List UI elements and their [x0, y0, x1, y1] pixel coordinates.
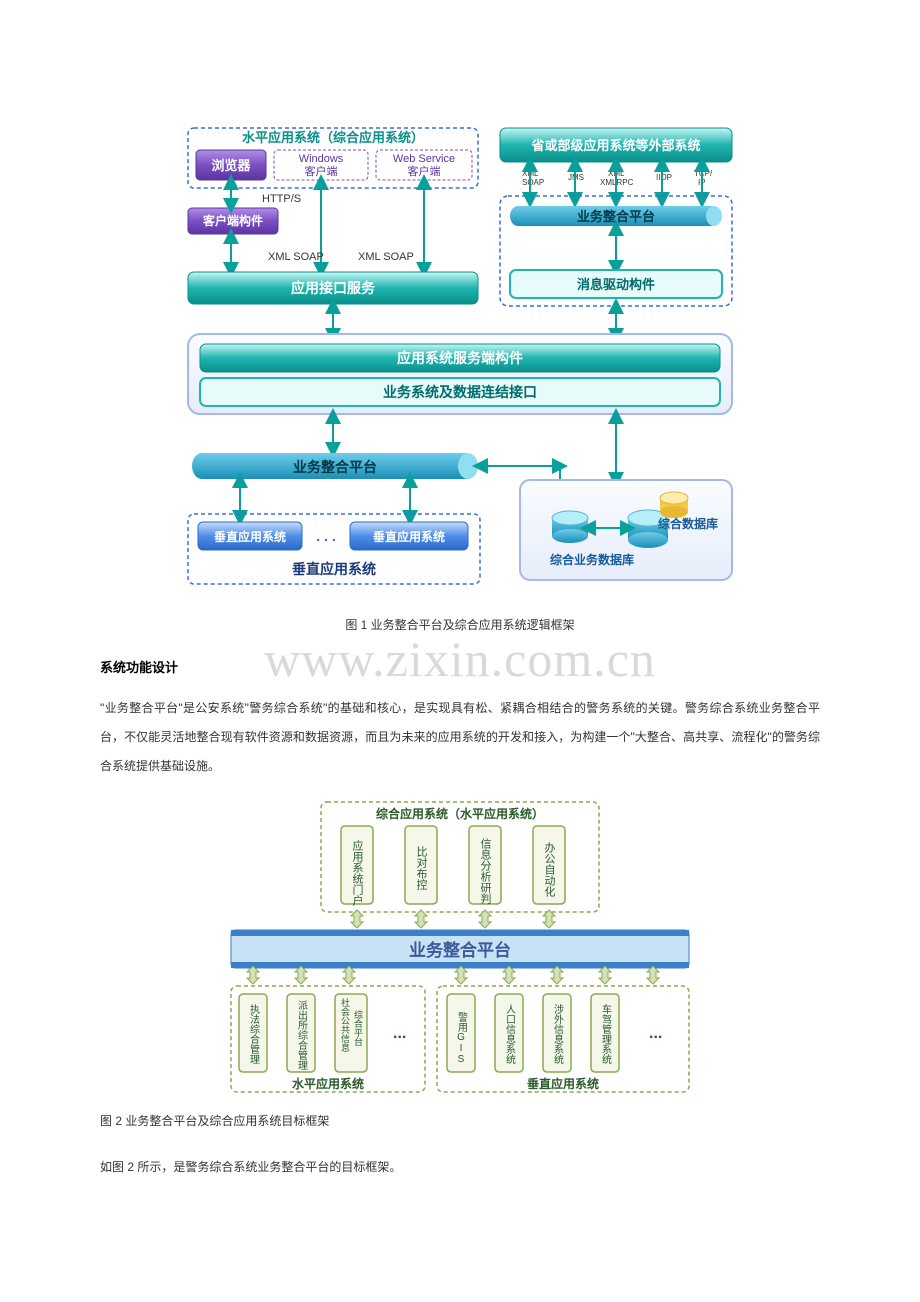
bl-group-label: 水平应用系统: [292, 1076, 364, 1091]
paragraph-2: 如图 2 所示，是警务综合系统业务整合平台的目标框架。: [100, 1153, 820, 1182]
vert-dots: . . .: [316, 528, 335, 544]
section-heading: 系统功能设计: [100, 657, 820, 676]
br-items: 警用GIS 人口信息系统 涉外信息系统 车驾管理系统 ...: [447, 994, 662, 1072]
http-label: HTTP/S: [262, 193, 301, 205]
svg-text:执法综合管理: 执法综合管理: [248, 1003, 260, 1064]
db2-label: 综合数据库: [658, 516, 718, 531]
xml-soap-1: XML SOAP: [268, 251, 324, 263]
ext-sys-label: 省或部级应用系统等外部系统: [530, 138, 700, 153]
svg-text:办公自动化: 办公自动化: [543, 842, 556, 898]
vert-group-label: 垂直应用系统: [292, 561, 376, 577]
vert-app1-label: 垂直应用系统: [214, 529, 286, 544]
svg-text:...: ...: [649, 1025, 662, 1042]
svg-text:业务整合平台: 业务整合平台: [577, 209, 655, 224]
app-interface-label: 应用接口服务: [291, 280, 376, 296]
web-client-l1: Web Service: [393, 153, 455, 165]
horiz-sys-title: 水平应用系统（综合应用系统）: [242, 130, 424, 145]
svg-text:派出所综合管理: 派出所综合管理: [296, 1000, 308, 1070]
platform-top-bar: [231, 930, 689, 936]
browser-label: 浏览器: [211, 158, 251, 173]
svg-text:应用系统门户: 应用系统门户: [351, 839, 364, 907]
xml-soap-2: XML SOAP: [358, 251, 414, 263]
figure-2-svg: 综合应用系统（水平应用系统） 应用系统门户 比对布控 信息分析研判 办公自动: [225, 798, 695, 1098]
figure-1: 水平应用系统（综合应用系统） 浏览器 Windows 客户端 Web Servi…: [180, 120, 740, 600]
bottom-arrows: [247, 966, 659, 984]
svg-text:SOAP: SOAP: [522, 178, 544, 187]
biz-platform-right: 业务整合平台: [510, 206, 722, 226]
protocols: XMLSOAP JMS XMLXMLRPC IIOP TCP/IP: [522, 169, 713, 187]
biz-platform-left: 业务整合平台: [192, 453, 478, 479]
win-client-l2: 客户端: [305, 164, 338, 178]
msg-comp-label: 消息驱动构件: [577, 277, 655, 292]
db1-label: 综合业务数据库: [550, 552, 634, 567]
proto-arrows: [530, 164, 702, 200]
svg-text:信息分析研判: 信息分析研判: [479, 838, 492, 905]
figure-1-caption: 图 1 业务整合平台及综合应用系统逻辑框架: [100, 616, 820, 633]
top-items: 应用系统门户 比对布控 信息分析研判 办公自动化: [341, 826, 565, 907]
svg-text:比对布控: 比对布控: [415, 846, 428, 890]
app-server-label: 应用系统服务端构件: [397, 350, 523, 366]
svg-text:社会公共信息: 社会公共信息: [340, 997, 350, 1052]
svg-text:车驾管理系统: 车驾管理系统: [600, 1003, 612, 1064]
biz-data-label: 业务系统及数据连结接口: [383, 384, 537, 400]
db-icon-1: [552, 511, 588, 543]
svg-text:人口信息系统: 人口信息系统: [504, 1004, 516, 1064]
win-client-l1: Windows: [299, 153, 344, 165]
svg-text:综合平台: 综合平台: [353, 1009, 363, 1047]
platform-label: 业务整合平台: [409, 940, 511, 960]
svg-text:业务整合平台: 业务整合平台: [293, 459, 377, 475]
vert-app2-label: 垂直应用系统: [373, 529, 445, 544]
client-comp-label: 客户端构件: [202, 213, 263, 228]
svg-text:IIOP: IIOP: [656, 173, 672, 182]
paragraph-1: "业务整合平台"是公安系统"警务综合系统"的基础和核心，是实现具有松、紧耦合相结…: [100, 694, 820, 780]
page: www.zixin.com.cn: [0, 0, 920, 1256]
figure-2-caption: 图 2 业务整合平台及综合应用系统目标框架: [100, 1112, 820, 1129]
web-client-l2: 客户端: [408, 164, 441, 178]
db-icon-3: [660, 492, 688, 518]
svg-text:...: ...: [393, 1025, 406, 1042]
figure-1-svg: 水平应用系统（综合应用系统） 浏览器 Windows 客户端 Web Servi…: [180, 120, 740, 600]
top-group-title: 综合应用系统（水平应用系统）: [376, 806, 544, 821]
svg-text:TCP/: TCP/: [694, 169, 713, 178]
figure-2: 综合应用系统（水平应用系统） 应用系统门户 比对布控 信息分析研判 办公自动: [225, 798, 695, 1098]
br-group-label: 垂直应用系统: [527, 1076, 599, 1091]
bl-items: 执法综合管理 派出所综合管理 社会公共信息 综合平台 ...: [239, 994, 406, 1072]
svg-text:涉外信息系统: 涉外信息系统: [552, 1003, 564, 1064]
svg-text:警用GIS: 警用GIS: [456, 1011, 468, 1065]
